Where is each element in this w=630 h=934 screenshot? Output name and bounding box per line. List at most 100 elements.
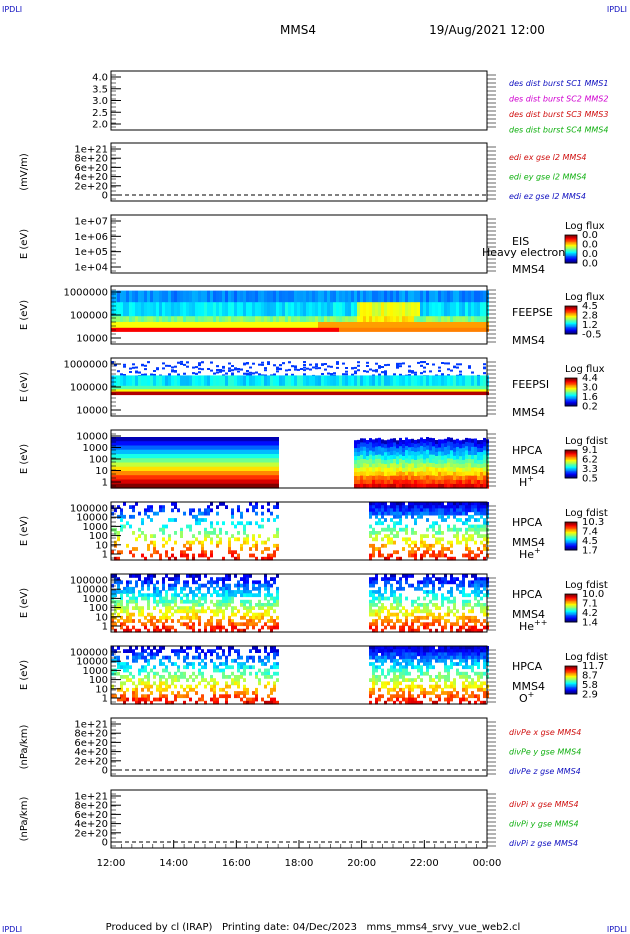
spectrogram-cell [198,445,201,451]
spectrogram-cell [216,327,219,332]
spectrogram-cell [201,368,204,371]
spectrogram-cell [150,445,153,451]
spectrogram-cell [462,619,465,623]
spectrogram-cell [453,391,456,396]
spectrogram-cell [300,316,303,323]
spectrogram-cell [216,437,219,442]
spectrogram-cell [129,445,132,451]
spectrogram-cell [147,290,150,303]
spectrogram-cell [435,537,438,542]
spectrogram-cell [438,451,441,457]
spectrogram-cell [459,480,462,485]
spectrogram-cell [411,322,414,329]
spectrogram-cell [357,375,360,387]
y-tick-label: 100000 [70,576,108,587]
spectrogram-cell [378,531,381,535]
spectrogram-cell [420,462,423,468]
spectrogram-cell [321,391,324,396]
spectrogram-cell [144,375,147,387]
spectrogram-cell [135,449,138,455]
spectrogram-cell [333,316,336,323]
y-tick-label: 10000 [76,432,108,443]
spectrogram-cell [369,612,372,617]
spectrogram-cell [177,475,180,481]
spectrogram-cell [378,550,381,555]
spectrogram-cell [171,302,174,317]
spectrogram-cell [186,553,189,558]
spectrogram-cell [153,375,156,387]
spectrogram-cell [168,316,171,323]
spectrogram-cell [177,290,180,303]
spectrogram-cell [123,458,126,464]
spectrogram-cell [228,593,231,598]
spectrogram-cell [411,603,414,607]
spectrogram-cell [123,524,126,529]
spectrogram-cell [198,619,201,623]
spectrogram-cell [462,603,465,607]
spectrogram-cell [165,574,168,578]
spectrogram-cell [123,322,126,329]
spectrogram-cell [420,534,423,538]
spectrogram-cell [399,508,402,513]
spectrogram-cell [375,596,378,601]
colorbar-swatch [565,328,577,331]
spectrogram-cell [414,447,417,453]
spectrogram-cell [144,373,147,376]
spectrogram-cell [348,391,351,396]
spectrogram-cell [132,391,135,396]
spectrogram-cell [180,363,183,365]
spectrogram-cell [189,322,192,329]
spectrogram-cell [408,455,411,461]
spectrogram-cell [138,385,141,390]
spectrogram-cell [138,471,141,476]
spectrogram-cell [150,322,153,329]
spectrogram-cell [351,375,354,387]
spectrogram-cell [483,483,486,489]
spectrogram-cell [150,668,153,673]
spectrogram-cell [408,443,411,448]
colorbar-swatch [565,311,577,314]
spectrogram-cell [369,385,372,390]
spectrogram-cell [468,391,471,396]
spectrogram-cell [450,586,453,591]
colorbar-tick-label: 2.8 [582,311,598,322]
spectrogram-cell [474,327,477,332]
colorbar-swatch [565,394,577,397]
spectrogram-cell [459,508,462,513]
spectrogram-cell [126,662,129,666]
spectrogram-cell [156,671,159,676]
spectrogram-cell [231,599,234,604]
colorbar-swatch [565,318,577,321]
spectrogram-cell [276,603,279,607]
spectrogram-cell [306,302,309,317]
spectrogram-cell [456,518,459,522]
spectrogram-cell [150,518,153,522]
spectrogram-cell [303,373,306,376]
spectrogram-cell [387,537,390,542]
spectrogram-cell [201,475,204,481]
spectrogram-cell [147,675,150,679]
spectrogram-cell [468,365,471,368]
colorbar-swatch [565,261,577,264]
spectrogram-cell [246,475,249,481]
spectrogram-cell [387,385,390,390]
spectrogram-cell [183,622,186,627]
spectrogram-cell [156,652,159,657]
spectrogram-cell [267,483,270,489]
spectrogram-cell [204,483,207,489]
spectrogram-cell [213,372,216,375]
spectrogram-cell [483,625,486,630]
spectrogram-cell [267,375,270,387]
spectrogram-cell [435,556,438,561]
spectrogram-cell [186,365,189,368]
y-tick-label: 100 [89,603,108,614]
spectrogram-cell [462,622,465,627]
spectrogram-cell [279,385,282,390]
spectrogram-cell [474,450,477,456]
spectrogram-cell [117,646,120,650]
spectrogram-cell [327,389,330,393]
spectrogram-cell [114,590,117,594]
spectrogram-cell [123,514,126,519]
spectrogram-cell [117,580,120,585]
colorbar-swatch [565,529,577,531]
